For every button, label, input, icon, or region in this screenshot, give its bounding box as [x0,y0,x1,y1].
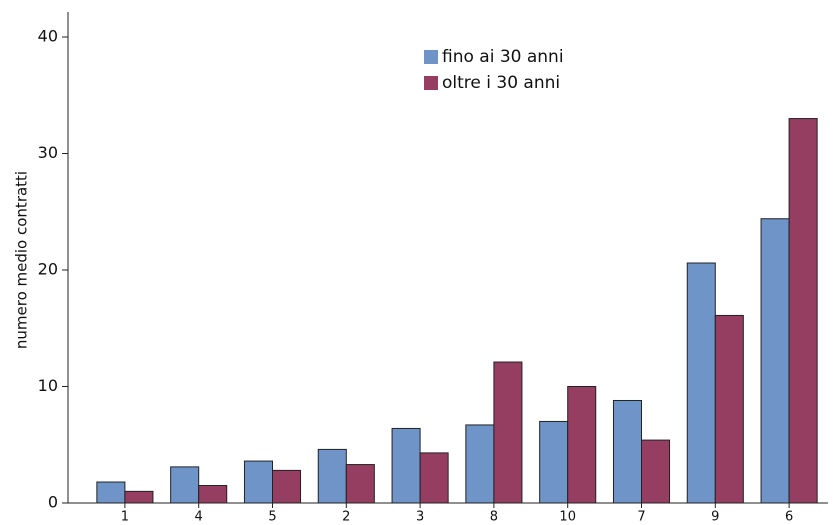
bar [96,481,126,504]
bar [419,452,449,504]
y-tick-label: 20 [38,260,58,279]
bar [198,485,228,504]
bar [243,460,273,504]
bar [686,262,716,504]
y-tick-label: 0 [48,493,58,512]
bar [345,464,375,504]
bar [539,420,569,504]
legend-swatch [424,76,438,90]
bar [760,218,790,504]
legend-label: oltre i 30 anni [442,73,560,93]
x-tick-label: 1 [121,510,129,525]
legend-swatch [424,50,438,64]
bar [714,314,744,504]
x-tick-label: 3 [416,510,424,525]
bar [612,399,642,504]
y-tick-label: 40 [38,27,58,46]
bar [317,448,347,504]
x-tick-label: 9 [711,510,719,525]
bar [567,386,597,504]
x-tick-label: 8 [490,510,498,525]
x-tick-label: 2 [342,510,350,525]
bar [788,118,818,504]
bar [465,424,495,504]
x-tick-label: 4 [195,510,203,525]
y-axis-label: numero medio contratti [13,171,31,349]
bar [641,439,671,504]
x-tick-label: 5 [268,510,276,525]
x-tick-label: 6 [785,510,793,525]
bar [391,427,421,504]
y-tick-label: 30 [38,143,58,162]
bar [272,469,302,504]
bar [170,466,200,504]
bar [493,361,523,504]
legend-label: fino ai 30 anni [442,47,564,67]
bar [124,490,154,504]
x-tick-label: 7 [637,510,645,525]
x-tick-label: 10 [559,510,576,525]
y-tick-label: 10 [38,376,58,395]
